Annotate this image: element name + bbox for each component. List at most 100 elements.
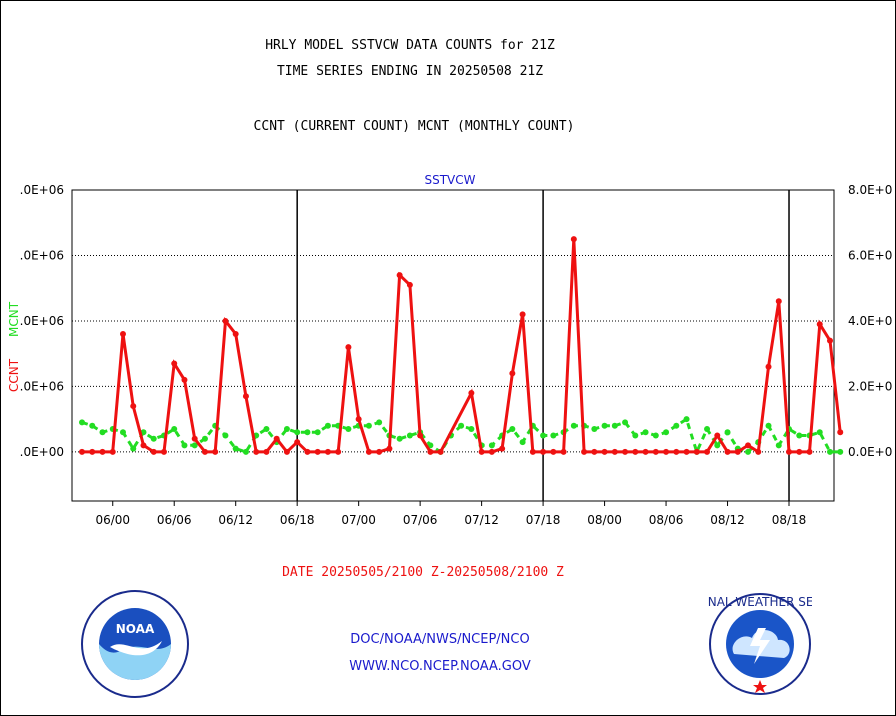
data-point-ccnt [714,432,721,439]
data-point-ccnt [601,448,608,455]
data-point-mcnt [294,429,301,436]
data-point-mcnt [396,435,403,442]
data-point-mcnt [827,448,833,455]
data-point-ccnt [478,448,485,455]
nws-logo: NATIONAL WEATHER SERVICE [708,593,812,695]
data-point-ccnt [509,370,516,377]
left-tick-label: .0E+06 [20,314,64,328]
data-point-ccnt [355,416,362,423]
data-point-mcnt [376,419,383,426]
x-axis: 06/00 06/06 06/12 06/18 07/00 07/06 07/12 07/18… [95,501,806,527]
website-link[interactable]: WWW.NCO.NCEP.NOAA.GOV [349,659,531,674]
data-point-ccnt [201,448,208,455]
data-point-ccnt [806,448,813,455]
data-point-ccnt [365,448,372,455]
data-point-mcnt [130,445,137,452]
left-axis: .0E+00 .0E+06 .0E+06 .0E+06 .0E+06 [20,183,64,459]
data-point-ccnt [273,435,280,442]
data-point-mcnt [324,422,331,429]
data-point-mcnt [314,429,321,436]
chart-title-line-2: TIME SERIES ENDING IN 20250508 21Z [276,64,544,79]
left-axis-label-mcnt: MCNT [7,301,21,337]
data-point-ccnt [386,445,393,452]
data-point-ccnt [837,429,844,436]
data-point-mcnt [663,429,670,436]
left-axis-label-ccnt: CCNT [7,358,21,392]
data-point-ccnt [437,448,444,455]
data-point-ccnt [181,376,188,383]
time-series-chart: SSTVCW .0E+00 .0E+06 .0E+06 .0E+06 .0E+06 0.… [7,173,892,527]
data-point-ccnt [263,448,270,455]
data-point-ccnt [499,445,506,452]
data-point-mcnt [796,432,803,439]
data-point-mcnt [89,422,96,429]
x-tick-label: 08/06 [649,513,684,527]
data-point-mcnt [191,442,198,449]
left-tick-label: .0E+06 [20,379,64,393]
data-point-ccnt [130,403,137,410]
data-point-ccnt [232,331,239,338]
right-tick-label: 4.0E+0 [848,314,892,328]
data-point-mcnt [673,422,680,429]
x-tick-label: 06/12 [218,513,253,527]
data-point-ccnt [109,448,116,455]
x-tick-label: 06/06 [157,513,192,527]
data-point-mcnt [570,422,577,429]
org-label: DOC/NOAA/NWS/NCEP/NCO [350,632,530,647]
data-point-ccnt [488,448,495,455]
x-tick-label: 06/00 [95,513,130,527]
series-line-ccnt [82,239,842,455]
data-point-ccnt [253,448,260,455]
data-point-ccnt [663,448,670,455]
data-point-mcnt [263,425,270,432]
data-point-ccnt [314,448,321,455]
data-point-ccnt [171,360,178,367]
data-point-ccnt [652,448,659,455]
data-point-ccnt [304,448,311,455]
data-point-ccnt [529,448,536,455]
x-tick-label: 08/00 [587,513,622,527]
right-tick-label: 2.0E+0 [848,379,892,393]
data-point-ccnt [119,331,126,338]
data-point-ccnt [786,448,793,455]
data-point-mcnt [714,442,721,449]
data-point-mcnt [601,422,608,429]
data-point-mcnt [775,442,782,449]
data-point-mcnt [745,448,752,455]
chart-title-line-1: HRLY MODEL SSTVCW DATA COUNTS for 21Z [265,38,555,53]
data-point-ccnt [283,448,290,455]
data-point-mcnt [683,416,690,423]
data-point-mcnt [222,432,229,439]
x-tick-label: 08/18 [772,513,807,527]
data-point-ccnt [79,448,85,455]
left-tick-label: .0E+06 [20,248,64,262]
data-point-mcnt [550,432,557,439]
data-point-mcnt [345,425,352,432]
data-point-mcnt [201,435,208,442]
data-point-mcnt [406,432,413,439]
data-point-mcnt [304,429,311,436]
data-point-ccnt [642,448,649,455]
data-point-ccnt [570,236,577,243]
right-tick-label: 8.0E+0 [848,183,892,197]
data-point-ccnt [581,448,588,455]
data-point-ccnt [160,448,167,455]
data-point-ccnt [140,442,147,449]
data-point-mcnt [765,422,772,429]
data-point-mcnt [724,429,731,436]
data-point-ccnt [417,432,424,439]
date-range-label: DATE 20250505/2100 Z-20250508/2100 Z [282,565,564,580]
data-point-mcnt [242,448,249,455]
x-tick-label: 07/00 [341,513,376,527]
data-point-ccnt [212,448,219,455]
data-point-ccnt [796,448,803,455]
noaa-logo-text: NOAA [116,622,155,636]
series-ccnt [79,236,844,455]
data-point-ccnt [632,448,639,455]
x-tick-label: 08/12 [710,513,745,527]
right-axis: 0.0E+0 2.0E+0 4.0E+0 6.0E+0 8.0E+0 [848,183,892,459]
data-point-ccnt [693,448,700,455]
data-point-mcnt [611,422,618,429]
grid-lines [72,254,834,453]
data-point-mcnt [837,448,844,455]
